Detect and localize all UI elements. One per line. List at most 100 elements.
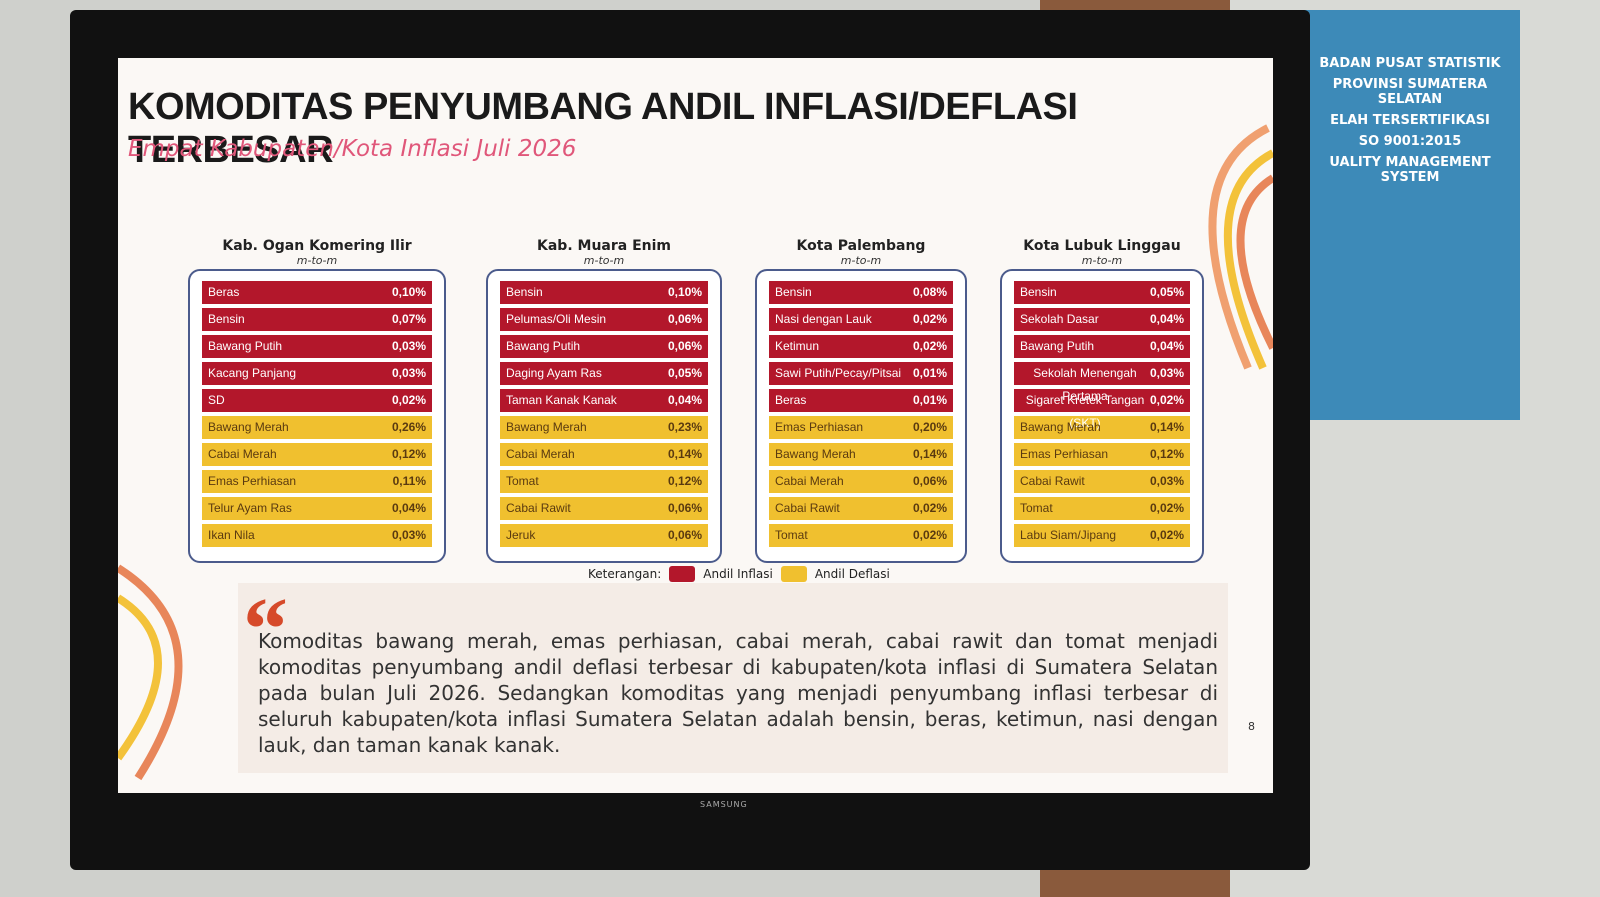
commodity-row: Tomat 0,02% <box>1014 497 1190 520</box>
commodity-value: 0,02% <box>1149 528 1184 542</box>
commodity-value: 0,05% <box>667 366 702 380</box>
commodity-row: Beras 0,10% <box>202 281 432 304</box>
commodity-value: 0,02% <box>912 501 947 515</box>
commodity-row: Bawang Merah 0,14% <box>769 443 953 466</box>
panel-box: Bensin 0,05% Sekolah Dasar 0,04% Bawang Puti… <box>1000 269 1204 563</box>
poster: BADAN PUSAT STATISTIK PROVINSI SUMATERA S… <box>1300 10 1520 420</box>
legend-label: Keterangan: <box>588 567 662 581</box>
commodity-value: 0,10% <box>667 285 702 299</box>
commodity-row: Ketimun 0,02% <box>769 335 953 358</box>
poster-line: PROVINSI SUMATERA SELATAN <box>1332 77 1488 107</box>
commodity-value: 0,03% <box>1149 474 1184 488</box>
commodity-row: Sawi Putih/Pecay/Pitsai 0,01% <box>769 362 953 385</box>
commodity-row: Telur Ayam Ras 0,04% <box>202 497 432 520</box>
commodity-name: Pelumas/Oli Mesin <box>506 312 607 326</box>
panel-box: Bensin 0,08% Nasi dengan Lauk 0,02% Ketimun 0… <box>755 269 967 563</box>
commodity-name: Labu Siam/Jipang <box>1020 528 1117 542</box>
commodity-name: Beras <box>208 285 240 299</box>
commodity-value: 0,26% <box>391 420 426 434</box>
commodity-value: 0,02% <box>912 528 947 542</box>
commodity-name: Bawang Merah <box>1020 420 1101 434</box>
commodity-name: Telur Ayam Ras <box>208 501 292 515</box>
commodity-row: Labu Siam/Jipang 0,02% <box>1014 524 1190 547</box>
commodity-name: Bensin <box>775 285 812 299</box>
panel-subtitle: m-to-m <box>1081 254 1123 267</box>
commodity-row: Taman Kanak Kanak 0,04% <box>500 389 708 412</box>
commodity-name: Tomat <box>1020 501 1053 515</box>
commodity-name: Tomat <box>775 528 808 542</box>
commodity-value: 0,03% <box>391 339 426 353</box>
commodity-name: Bawang Merah <box>506 420 587 434</box>
commodity-value: 0,11% <box>392 474 426 488</box>
commodity-row: Bensin 0,08% <box>769 281 953 304</box>
legend: Keterangan: Andil Inflasi Andil Deflasi <box>588 566 890 582</box>
commodity-name: Taman Kanak Kanak <box>506 393 617 407</box>
title: KOMODITAS PENYUMBANG ANDIL INFLASI/DEFLA… <box>128 86 1078 171</box>
commodity-name: Ikan Nila <box>208 528 255 542</box>
page-number: 8 <box>1248 720 1255 733</box>
quote-mark: “ <box>243 580 288 679</box>
panel-box: Beras 0,10% Bensin 0,07% Bawang Putih 0,03% Ka… <box>188 269 446 563</box>
commodity-name: Cabai Merah <box>775 474 844 488</box>
commodity-row: Emas Perhiasan 0,12% <box>1014 443 1190 466</box>
commodity-row: Bawang Merah 0,23% <box>500 416 708 439</box>
poster-line: SO 9001:2015 <box>1358 134 1462 149</box>
commodity-name: Cabai Rawit <box>1020 474 1085 488</box>
commodity-name: Cabai Merah <box>506 447 575 461</box>
commodity-row: Emas Perhiasan 0,20% <box>769 416 953 439</box>
decoration <box>1208 124 1273 370</box>
commodity-name: Cabai Rawit <box>775 501 840 515</box>
commodity-row: Bensin 0,10% <box>500 281 708 304</box>
commodity-value: 0,06% <box>667 312 702 326</box>
commodity-value: 0,14% <box>667 447 702 461</box>
commodity-value: 0,06% <box>667 501 702 515</box>
commodity-value: 0,08% <box>912 285 947 299</box>
commodity-name: Tomat <box>506 474 539 488</box>
panel-title: Kota Lubuk Linggau <box>1023 238 1181 254</box>
commodity-value: 0,02% <box>391 393 426 407</box>
commodity-row: Cabai Merah 0,12% <box>202 443 432 466</box>
commodity-row: Bensin 0,05% <box>1014 281 1190 304</box>
commodity-value: 0,02% <box>912 312 947 326</box>
commodity-value: 0,04% <box>1149 339 1184 353</box>
commodity-value: 0,10% <box>391 285 426 299</box>
commodity-row: Cabai Merah 0,14% <box>500 443 708 466</box>
panel-subtitle: m-to-m <box>296 254 338 267</box>
commodity-value: 0,14% <box>1149 420 1184 434</box>
commodity-row: Kacang Panjang 0,03% <box>202 362 432 385</box>
quote-box <box>238 583 1228 773</box>
commodity-row: Emas Perhiasan 0,11% <box>202 470 432 493</box>
decoration <box>118 564 183 781</box>
commodity-value: 0,12% <box>667 474 702 488</box>
commodity-name: Emas Perhiasan <box>775 420 864 434</box>
legend-text: Andil Deflasi <box>814 567 890 581</box>
commodity-value: 0,03% <box>391 366 426 380</box>
poster-line: UALITY MANAGEMENT SYSTEM <box>1329 155 1491 185</box>
commodity-row: Jeruk 0,06% <box>500 524 708 547</box>
commodity-value: 0,01% <box>912 366 947 380</box>
commodity-name: Sawi Putih/Pecay/Pitsai <box>775 366 902 380</box>
commodity-row: Bawang Putih 0,03% <box>202 335 432 358</box>
commodity-name: Bawang Putih <box>208 339 283 353</box>
commodity-row: Sekolah Dasar 0,04% <box>1014 308 1190 331</box>
commodity-name: SD <box>208 393 225 407</box>
legend-swatch <box>669 566 696 582</box>
panel-subtitle: m-to-m <box>583 254 625 267</box>
commodity-row: Cabai Rawit 0,03% <box>1014 470 1190 493</box>
commodity-value: 0,06% <box>912 474 947 488</box>
commodity-row: Bawang Putih 0,04% <box>1014 335 1190 358</box>
commodity-name: Nasi dengan Lauk <box>775 312 872 326</box>
commodity-name: Sekolah Dasar <box>1020 312 1099 326</box>
commodity-value: 0,14% <box>912 447 947 461</box>
commodity-row: Bawang Putih 0,06% <box>500 335 708 358</box>
commodity-name: Emas Perhiasan <box>208 474 297 488</box>
panel-title: Kota Palembang <box>796 238 926 254</box>
commodity-row: Cabai Rawit 0,02% <box>769 497 953 520</box>
commodity-name: Sekolah Menengah Pertama <box>1033 366 1137 403</box>
commodity-name: Bawang Merah <box>208 420 289 434</box>
commodity-row: Bawang Merah 0,26% <box>202 416 432 439</box>
commodity-value: 0,12% <box>391 447 426 461</box>
commodity-name: Bawang Putih <box>1020 339 1095 353</box>
commodity-name: Bensin <box>1020 285 1057 299</box>
